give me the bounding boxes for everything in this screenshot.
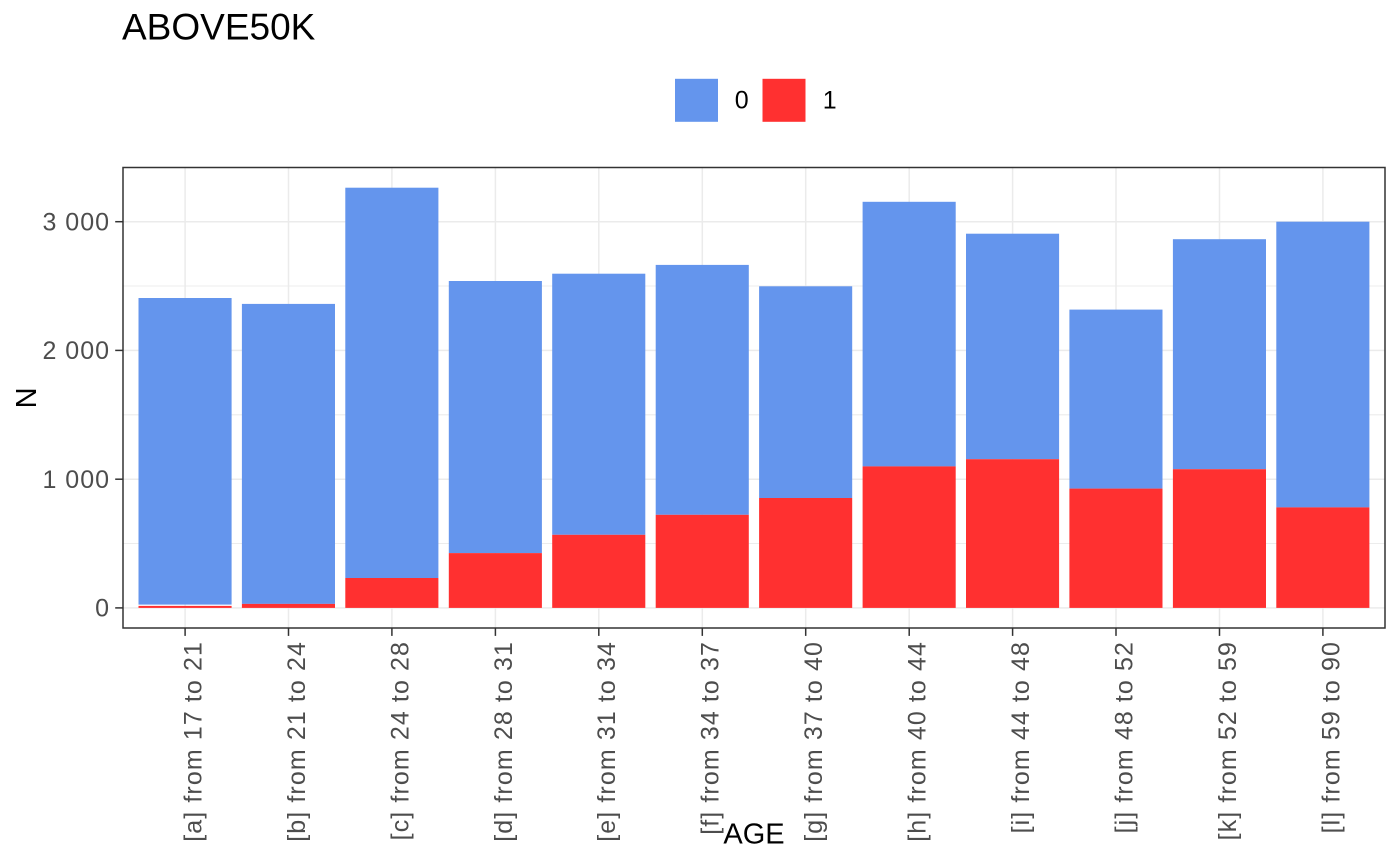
- svg-text:[d] from 28 to 31: [d] from 28 to 31: [490, 641, 518, 842]
- svg-text:[i] from 44 to 48: [i] from 44 to 48: [1007, 641, 1035, 833]
- svg-text:3 000: 3 000: [42, 209, 110, 237]
- svg-text:[h] from 40 to 44: [h] from 40 to 44: [904, 641, 932, 842]
- svg-text:[b] from 21 to 24: [b] from 21 to 24: [283, 641, 311, 842]
- svg-text:[l] from 59 to 90: [l] from 59 to 90: [1317, 641, 1345, 833]
- svg-text:ABOVE50K: ABOVE50K: [122, 7, 316, 48]
- svg-text:[k] from 52 to 59: [k] from 52 to 59: [1214, 641, 1242, 840]
- svg-text:[e] from 31 to 34: [e] from 31 to 34: [593, 641, 621, 842]
- svg-text:[a] from 17 to 21: [a] from 17 to 21: [180, 641, 208, 842]
- svg-text:1: 1: [823, 86, 837, 114]
- svg-text:0: 0: [95, 595, 110, 623]
- svg-text:N: N: [11, 387, 43, 408]
- svg-text:0: 0: [735, 86, 749, 114]
- svg-text:[f] from 34 to 37: [f] from 34 to 37: [697, 641, 725, 835]
- svg-text:[j] from 48 to 52: [j] from 48 to 52: [1110, 641, 1138, 833]
- svg-text:[c] from 24 to 28: [c] from 24 to 28: [386, 641, 414, 840]
- svg-text:[g] from 37 to 40: [g] from 37 to 40: [800, 641, 828, 842]
- svg-text:2 000: 2 000: [42, 337, 110, 365]
- svg-text:AGE: AGE: [723, 819, 784, 851]
- svg-text:1 000: 1 000: [42, 466, 110, 494]
